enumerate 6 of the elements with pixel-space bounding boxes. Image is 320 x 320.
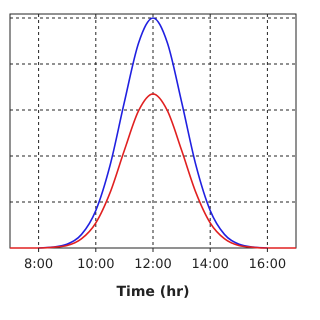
x-tick-label: 16:00 — [248, 257, 286, 272]
x-tick-label: 10:00 — [77, 257, 115, 272]
x-tick-label: 12:00 — [134, 257, 172, 272]
x-axis-title: Time (hr) — [116, 284, 190, 300]
x-tick-label: 14:00 — [191, 257, 229, 272]
x-tick-label: 8:00 — [24, 257, 54, 272]
